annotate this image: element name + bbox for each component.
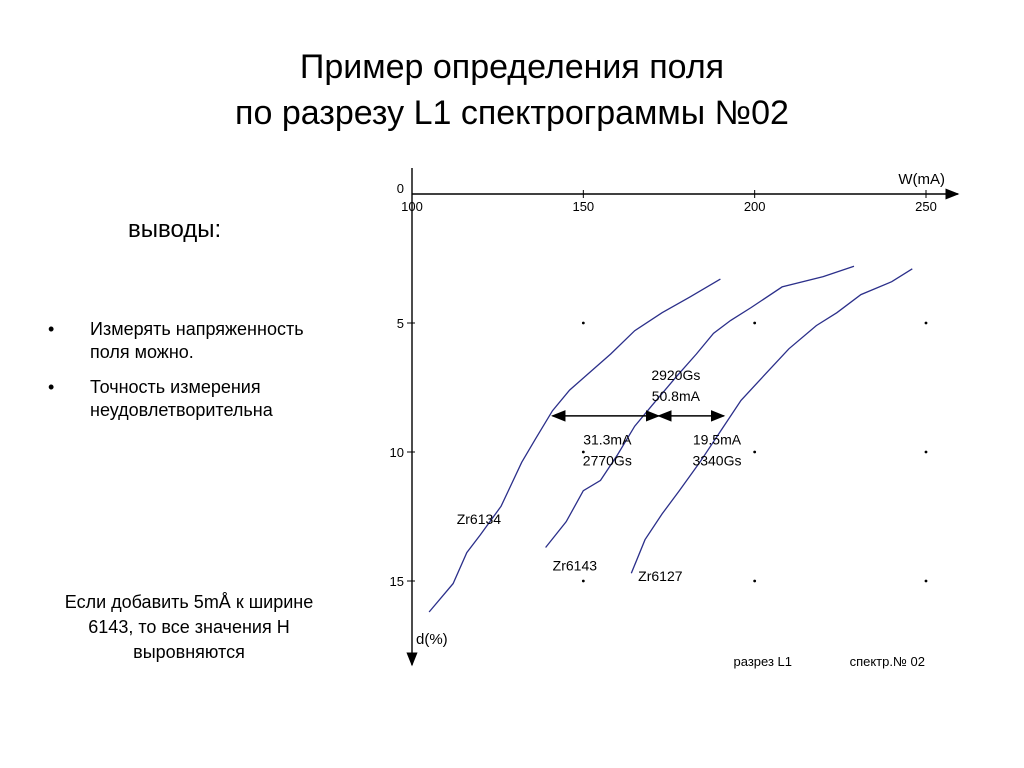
x-tick-label: 250 [915, 199, 937, 214]
y-tick-label: 10 [390, 445, 404, 460]
chart-svg: 100 150 200 250 0 5 10 15 W(mA) d(%) Zr6134 Zr6143 Z… [390, 168, 960, 669]
series-label: Zr6143 [553, 558, 598, 574]
chart-footer-left: разрез L1 [734, 654, 792, 669]
grid-dot [581, 579, 585, 583]
slide-title: Пример определения поля по разрезу L1 сп… [0, 44, 1024, 136]
y-axis-label: d(%) [416, 631, 448, 648]
annotation-text: 3340Gs [692, 452, 741, 468]
conclusions-label: выводы: [128, 216, 222, 243]
y-tick-label: 15 [390, 574, 404, 589]
annotation-text: 31.3mA [583, 431, 632, 447]
bullet-dot: • [48, 377, 55, 397]
grid-dot [753, 321, 757, 325]
grid-dot [753, 579, 757, 583]
bullet-item: • Точность измерения неудовлетворительна [48, 376, 348, 422]
series-label: Zr6134 [457, 511, 502, 527]
spectrogram-chart: 100 150 200 250 0 5 10 15 W(mA) d(%) Zr6134 Zr6143 Z… [360, 160, 980, 695]
note-text: Если добавить 5mÅ к ширине 6143, то все … [64, 592, 314, 662]
bullet-text: Точность измерения неудовлетворительна [90, 377, 273, 420]
grid-dot [924, 450, 928, 454]
x-tick-label: 200 [744, 199, 766, 214]
grid-dot [581, 450, 585, 454]
x-tick-label: 150 [572, 199, 594, 214]
chart-footer-right: спектр.№ 02 [850, 654, 925, 669]
grid-dot [924, 321, 928, 325]
title-line-1: Пример определения поля [299, 48, 725, 86]
series-line-zr6143 [545, 265, 855, 548]
annotation-text: 2920Gs [651, 367, 700, 383]
annotation-text: 19.5mA [693, 431, 742, 447]
grid-dot [753, 450, 757, 454]
bullet-item: • Измерять напряженность поля можно. [48, 318, 348, 364]
series-line-zr6127 [630, 268, 913, 574]
annotation-text: 2770Gs [583, 452, 632, 468]
series-label: Zr6127 [638, 568, 683, 584]
bullet-dot: • [48, 319, 55, 339]
grid-dot [581, 321, 585, 325]
grid-dot [924, 579, 928, 583]
y-tick-label: 5 [397, 316, 404, 331]
title-line-2: по разрезу L1 спектрограммы №02 [235, 94, 789, 132]
bullet-text: Измерять напряженность поля можно. [90, 319, 304, 362]
y-tick-label: 0 [397, 181, 404, 196]
bullet-list: • Измерять напряженность поля можно. • Т… [48, 318, 348, 434]
x-tick-label: 100 [401, 199, 423, 214]
annotation-text: 50.8mA [652, 388, 701, 404]
x-axis-label: W(mA) [898, 171, 945, 188]
